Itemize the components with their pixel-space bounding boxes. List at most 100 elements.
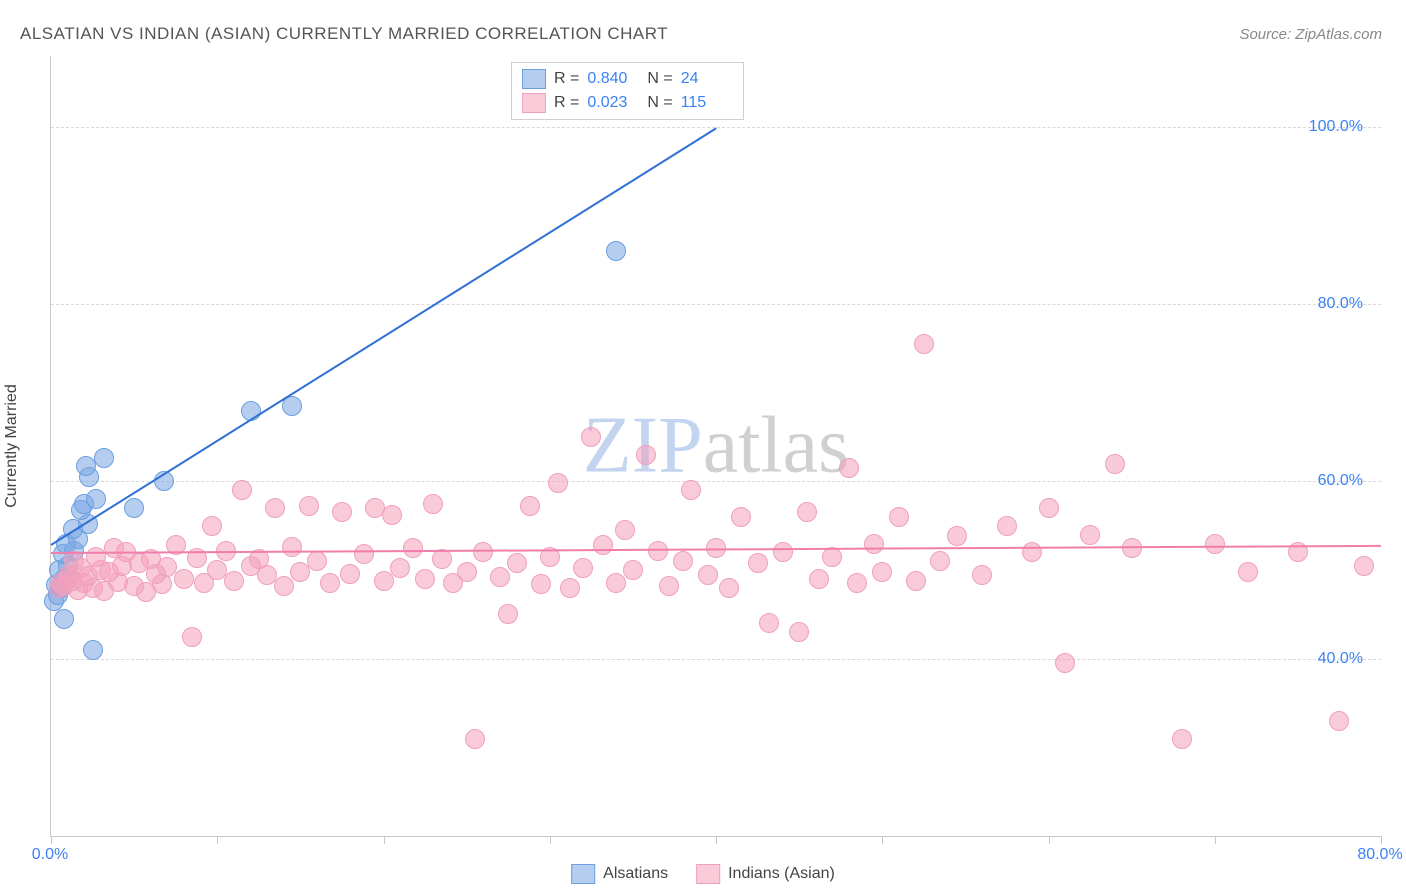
data-point: [1205, 534, 1225, 554]
data-point: [152, 574, 172, 594]
data-point: [374, 571, 394, 591]
legend-item: Alsatians: [571, 864, 668, 884]
data-point: [299, 496, 319, 516]
data-point: [681, 480, 701, 500]
data-point: [906, 571, 926, 591]
chart-title: ALSATIAN VS INDIAN (ASIAN) CURRENTLY MAR…: [20, 24, 668, 44]
data-point: [1329, 711, 1349, 731]
n-label: N =: [647, 94, 672, 112]
x-tick: [384, 836, 385, 844]
data-point: [606, 241, 626, 261]
data-point: [415, 569, 435, 589]
data-point: [332, 502, 352, 522]
data-point: [498, 604, 518, 624]
data-point: [847, 573, 867, 593]
x-tick-label: 0.0%: [32, 846, 68, 864]
y-tick-label: 40.0%: [1318, 650, 1363, 668]
scatter-plot: ZIPatlas R = 0.840 N = 24R = 0.023 N = 115 40.…: [50, 56, 1381, 837]
r-value: 0.023: [587, 94, 639, 112]
legend-swatch: [696, 864, 720, 884]
stats-legend-row: R =0.023N =115: [522, 91, 733, 115]
data-point: [265, 498, 285, 518]
r-value: 0.840: [587, 70, 639, 88]
x-tick: [1215, 836, 1216, 844]
data-point: [673, 551, 693, 571]
data-point: [531, 574, 551, 594]
x-tick: [1381, 836, 1382, 844]
data-point: [593, 535, 613, 555]
watermark: ZIPatlas: [583, 401, 850, 492]
data-point: [1172, 729, 1192, 749]
data-point: [731, 507, 751, 527]
data-point: [719, 578, 739, 598]
data-point: [1039, 498, 1059, 518]
data-point: [473, 542, 493, 562]
r-label: R =: [554, 70, 579, 88]
data-point: [759, 613, 779, 633]
data-point: [282, 537, 302, 557]
data-point: [423, 494, 443, 514]
stats-legend-row: R = 0.840 N = 24: [522, 67, 733, 91]
data-point: [224, 571, 244, 591]
legend-item: Indians (Asian): [696, 864, 835, 884]
x-tick: [716, 836, 717, 844]
data-point: [1080, 525, 1100, 545]
data-point: [83, 640, 103, 660]
data-point: [403, 538, 423, 558]
data-point: [573, 558, 593, 578]
data-point: [889, 507, 909, 527]
data-point: [560, 578, 580, 598]
x-tick: [217, 836, 218, 844]
data-point: [382, 505, 402, 525]
data-point: [748, 553, 768, 573]
x-tick-label: 80.0%: [1357, 846, 1402, 864]
data-point: [914, 334, 934, 354]
data-point: [972, 565, 992, 585]
data-point: [809, 569, 829, 589]
legend-swatch: [522, 69, 546, 89]
data-point: [789, 622, 809, 642]
series-legend: Alsatians Indians (Asian): [571, 864, 835, 884]
stats-legend: R = 0.840 N = 24R = 0.023 N = 115: [511, 62, 744, 120]
gridline: [51, 659, 1381, 660]
data-point: [930, 551, 950, 571]
data-point: [202, 516, 222, 536]
data-point: [320, 573, 340, 593]
x-tick: [1049, 836, 1050, 844]
data-point: [76, 456, 96, 476]
data-point: [457, 562, 477, 582]
data-point: [997, 516, 1017, 536]
legend-label: Alsatians: [603, 865, 668, 883]
data-point: [1105, 454, 1125, 474]
data-point: [490, 567, 510, 587]
data-point: [773, 542, 793, 562]
data-point: [86, 489, 106, 509]
data-point: [274, 576, 294, 596]
y-axis-label: Currently Married: [3, 384, 21, 508]
legend-label: Indians (Asian): [728, 865, 835, 883]
n-label: N =: [647, 70, 672, 88]
data-point: [698, 565, 718, 585]
data-point: [1055, 653, 1075, 673]
gridline: [51, 304, 1381, 305]
y-tick-label: 80.0%: [1318, 295, 1363, 313]
data-point: [124, 498, 144, 518]
data-point: [520, 496, 540, 516]
data-point: [340, 564, 360, 584]
data-point: [507, 553, 527, 573]
data-point: [864, 534, 884, 554]
data-point: [94, 448, 114, 468]
data-point: [465, 729, 485, 749]
data-point: [636, 445, 656, 465]
data-point: [1022, 542, 1042, 562]
source-label: Source: ZipAtlas.com: [1239, 26, 1382, 43]
data-point: [54, 609, 74, 629]
n-value: 115: [681, 94, 733, 112]
data-point: [606, 573, 626, 593]
data-point: [548, 473, 568, 493]
data-point: [839, 458, 859, 478]
data-point: [659, 576, 679, 596]
data-point: [623, 560, 643, 580]
data-point: [1354, 556, 1374, 576]
n-value: 24: [681, 70, 733, 88]
